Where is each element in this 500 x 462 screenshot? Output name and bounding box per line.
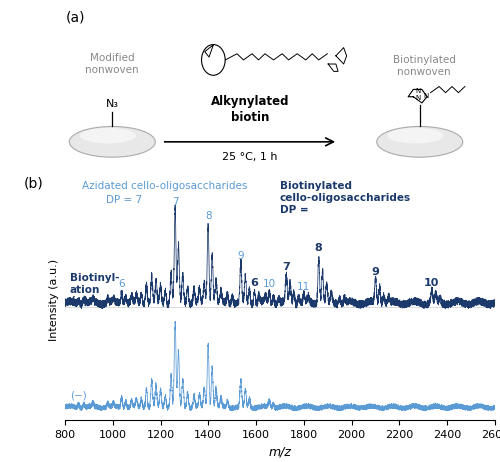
Text: Alkynylated
biotin: Alkynylated biotin [210,95,289,123]
Text: 10: 10 [262,279,276,289]
Text: 7: 7 [172,197,178,207]
Ellipse shape [388,128,444,144]
Text: Biotinylated
nonwoven: Biotinylated nonwoven [392,55,456,77]
Y-axis label: Intensity (a.u.): Intensity (a.u.) [50,258,59,340]
Text: (a): (a) [66,11,86,25]
Text: 6: 6 [118,279,125,289]
Text: 8: 8 [205,211,212,221]
X-axis label: m/z: m/z [268,446,291,459]
Text: 9: 9 [372,267,380,277]
FancyArrowPatch shape [164,138,334,146]
Text: 8: 8 [315,243,322,253]
Text: N: N [423,93,428,99]
Text: 6: 6 [250,278,258,288]
Text: DP = 7: DP = 7 [106,195,142,205]
Text: Azidated cello-oligosaccharides: Azidated cello-oligosaccharides [82,181,247,191]
Text: Modified
nonwoven: Modified nonwoven [86,53,139,75]
Text: Biotinylated
cello-oligosaccharides
DP =: Biotinylated cello-oligosaccharides DP = [280,181,411,215]
Ellipse shape [377,127,463,157]
Text: 7: 7 [282,262,290,272]
Text: N
N: N N [415,88,420,101]
Text: Biotinyl-
ation
(+): Biotinyl- ation (+) [70,273,119,306]
Text: N₃: N₃ [106,99,119,109]
Text: 10: 10 [424,278,440,288]
Text: 25 °C, 1 h: 25 °C, 1 h [222,152,278,162]
Ellipse shape [70,127,156,157]
Ellipse shape [80,128,136,144]
Text: (−): (−) [70,390,86,401]
Text: (b): (b) [24,176,44,190]
Text: 11: 11 [298,281,310,292]
Text: 9: 9 [238,251,244,261]
